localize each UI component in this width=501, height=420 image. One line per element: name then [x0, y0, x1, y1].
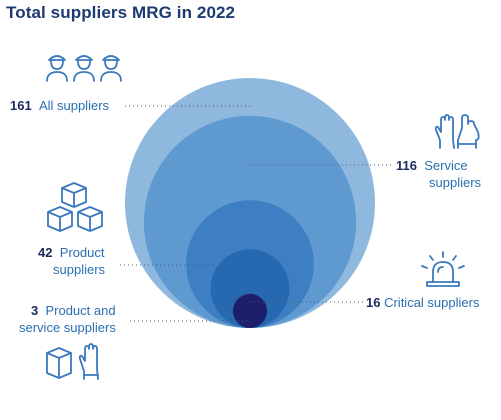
bubble-product-and-service-suppliers: [232, 293, 268, 329]
gloves-icon: [434, 114, 484, 150]
people-icon: [45, 48, 125, 84]
label-critical-suppliers: 16 Critical suppliers: [366, 295, 480, 310]
box-and-glove-icon: [44, 343, 110, 381]
alarm-icon: [416, 250, 470, 288]
boxes-icon: [44, 182, 110, 238]
label-service-suppliers: 116 Service suppliers: [396, 158, 482, 190]
label-product-suppliers: 42 Product suppliers: [38, 245, 106, 277]
label-all-suppliers: 161 All suppliers: [10, 98, 110, 113]
bubble-critical-suppliers: [210, 249, 290, 328]
chart-title: Total suppliers MRG in 2022: [6, 3, 236, 22]
label-product-and-service-suppliers: 3 Product and service suppliers: [19, 303, 116, 335]
